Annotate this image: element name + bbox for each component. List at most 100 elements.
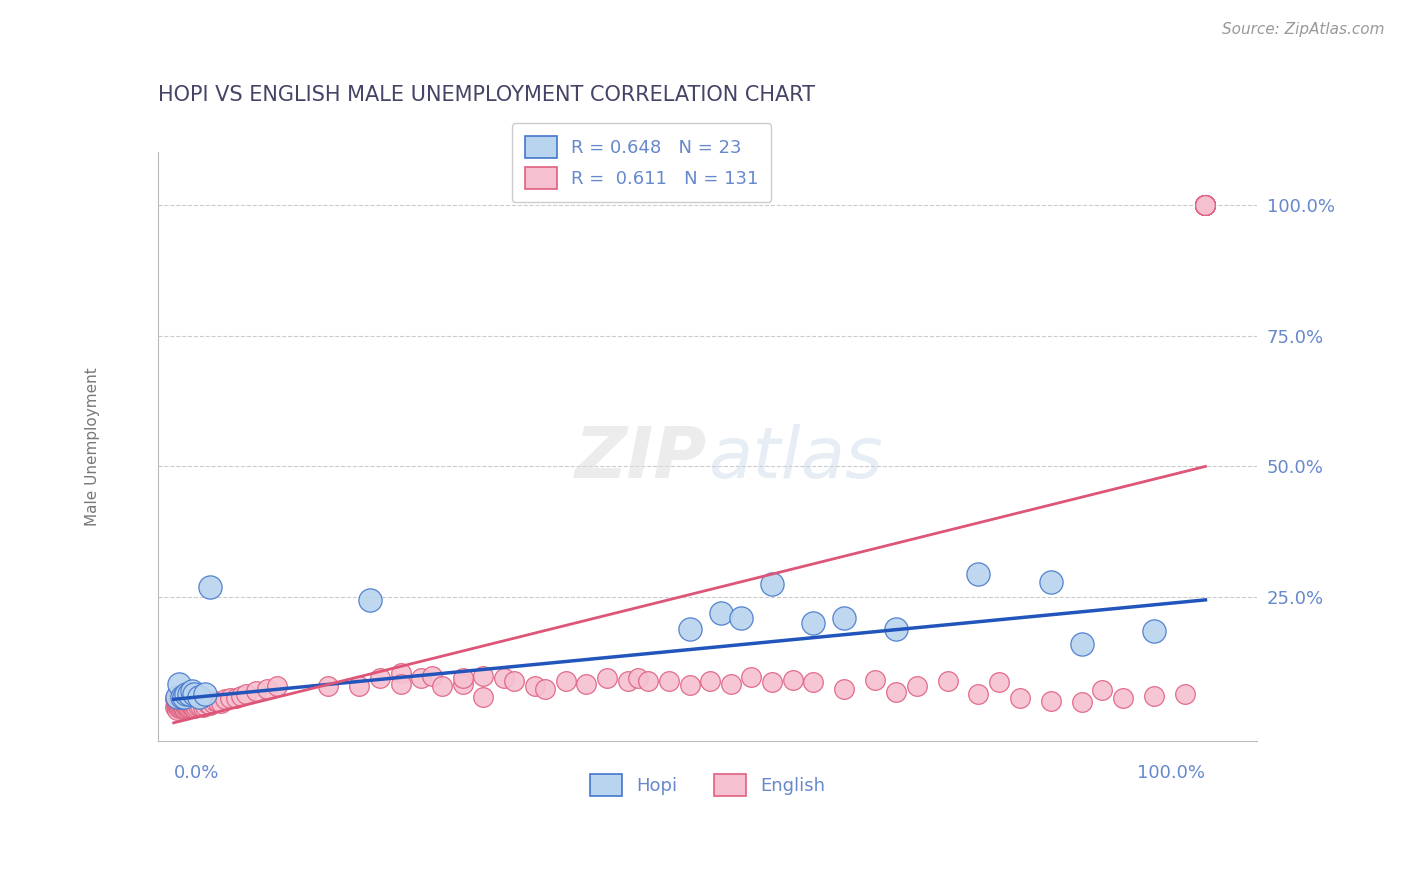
Point <box>170 690 193 704</box>
Point <box>225 690 247 705</box>
Point <box>179 700 201 714</box>
Point <box>166 703 188 717</box>
Point <box>967 687 990 701</box>
Point <box>186 700 208 714</box>
Text: ZIP: ZIP <box>575 424 707 493</box>
Point <box>801 616 824 631</box>
Point <box>1194 198 1216 212</box>
Point <box>173 696 195 710</box>
Point <box>616 673 638 688</box>
Point <box>503 673 526 688</box>
Point <box>884 622 907 636</box>
Point <box>658 673 681 688</box>
Point <box>163 692 186 706</box>
Point <box>166 692 188 706</box>
Point <box>179 698 201 712</box>
Point <box>174 700 197 714</box>
Point <box>174 699 197 714</box>
Point <box>166 690 188 704</box>
Point <box>1194 198 1216 212</box>
Point <box>1194 198 1216 212</box>
Point <box>1194 198 1216 212</box>
Point <box>181 699 204 714</box>
Text: HOPI VS ENGLISH MALE UNEMPLOYMENT CORRELATION CHART: HOPI VS ENGLISH MALE UNEMPLOYMENT CORREL… <box>159 86 815 105</box>
Point <box>472 690 495 704</box>
Point <box>451 676 474 690</box>
Point <box>1194 198 1216 212</box>
Point <box>201 696 224 710</box>
Point <box>389 666 412 681</box>
Text: atlas: atlas <box>707 424 882 493</box>
Point <box>1194 198 1216 212</box>
Point <box>1194 198 1216 212</box>
Point <box>167 676 190 690</box>
Point <box>1091 683 1114 698</box>
Point <box>180 699 202 714</box>
Point <box>359 592 381 607</box>
Point <box>627 671 650 685</box>
Point <box>177 692 200 706</box>
Point <box>194 687 217 701</box>
Point <box>1194 198 1216 212</box>
Point <box>389 676 412 690</box>
Point <box>183 692 205 706</box>
Point <box>596 671 619 685</box>
Legend: Hopi, English: Hopi, English <box>582 766 832 803</box>
Point <box>186 694 208 708</box>
Point <box>699 673 721 688</box>
Point <box>184 699 207 714</box>
Point <box>167 701 190 715</box>
Point <box>219 690 242 705</box>
Point <box>472 669 495 683</box>
Point <box>368 671 391 685</box>
Point <box>988 675 1011 690</box>
Point <box>181 700 204 714</box>
Point <box>492 671 515 685</box>
Point <box>761 577 783 591</box>
Text: Male Unemployment: Male Unemployment <box>84 368 100 526</box>
Point <box>198 580 221 594</box>
Point <box>170 695 193 709</box>
Point <box>188 695 211 709</box>
Point <box>173 690 195 704</box>
Point <box>782 673 804 687</box>
Point <box>194 699 217 714</box>
Point <box>1008 690 1031 705</box>
Point <box>166 700 188 714</box>
Point <box>1194 198 1216 212</box>
Point <box>181 684 204 698</box>
Point <box>349 679 371 693</box>
Point <box>173 701 195 715</box>
Point <box>430 679 453 693</box>
Point <box>209 696 232 710</box>
Point <box>170 699 193 714</box>
Text: 0.0%: 0.0% <box>174 764 219 781</box>
Point <box>190 696 212 710</box>
Point <box>170 690 193 705</box>
Point <box>575 676 598 690</box>
Text: Source: ZipAtlas.com: Source: ZipAtlas.com <box>1222 22 1385 37</box>
Point <box>170 689 193 703</box>
Point <box>163 700 186 714</box>
Point <box>170 698 193 712</box>
Point <box>523 679 546 693</box>
Point <box>170 694 193 708</box>
Point <box>730 611 752 625</box>
Point <box>172 700 194 714</box>
Point <box>179 690 201 705</box>
Point <box>183 701 205 715</box>
Point <box>245 684 267 698</box>
Point <box>1039 694 1062 708</box>
Text: 100.0%: 100.0% <box>1137 764 1205 781</box>
Point <box>834 681 856 696</box>
Point <box>193 692 215 706</box>
Point <box>1194 198 1216 212</box>
Point <box>187 699 209 714</box>
Point <box>198 698 221 712</box>
Point <box>1194 198 1216 212</box>
Point <box>678 622 700 636</box>
Point <box>195 696 218 710</box>
Point <box>554 673 576 688</box>
Point <box>166 698 188 712</box>
Point <box>834 611 856 625</box>
